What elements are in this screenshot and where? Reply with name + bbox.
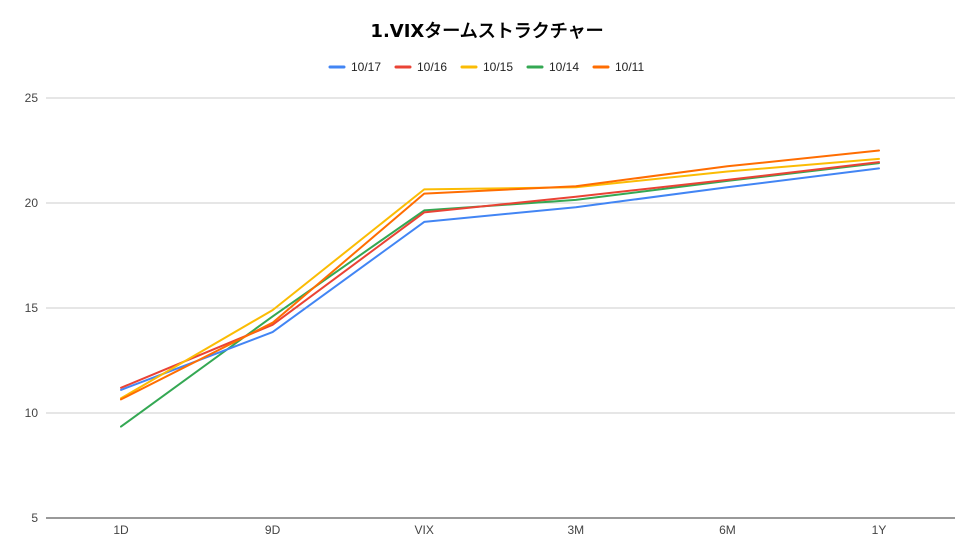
legend-label: 10/16 (417, 60, 447, 74)
chart-title: 1.VIXタームストラクチャー (370, 21, 603, 42)
series-line-10-15 (120, 157, 880, 400)
y-tick-label: 25 (25, 91, 39, 105)
legend-label: 10/15 (483, 60, 513, 74)
x-tick-label: 3M (567, 523, 584, 537)
y-tick-label: 20 (25, 196, 39, 210)
x-tick-label: 1D (113, 523, 129, 537)
series-line-10-16 (120, 161, 880, 389)
x-tick-label: VIX (415, 523, 434, 537)
y-tick-label: 15 (25, 301, 39, 315)
y-axis: 5 10 15 20 25 (25, 91, 39, 525)
x-tick-label: 6M (719, 523, 736, 537)
series-line-10-11 (120, 149, 880, 401)
series-lines (120, 149, 880, 428)
legend: 10/17 10/16 10/15 10/14 10/11 (328, 60, 644, 74)
legend-label: 10/14 (549, 60, 579, 74)
y-tick-label: 10 (25, 406, 39, 420)
series-line-10-17 (120, 167, 880, 391)
legend-label: 10/11 (615, 60, 644, 74)
x-tick-label: 9D (265, 523, 281, 537)
legend-label: 10/17 (351, 60, 381, 74)
x-axis: 1D 9D VIX 3M 6M 1Y (113, 523, 886, 537)
y-tick-label: 5 (31, 511, 38, 525)
gridlines (46, 97, 955, 519)
x-tick-label: 1Y (872, 523, 887, 537)
